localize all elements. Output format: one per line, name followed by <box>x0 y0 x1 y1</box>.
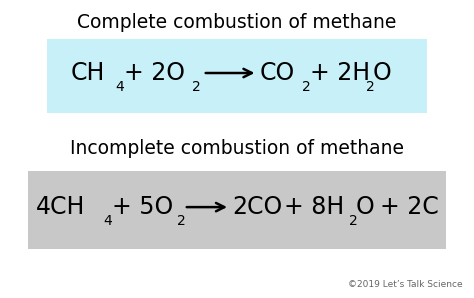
FancyBboxPatch shape <box>28 171 446 249</box>
Text: 2: 2 <box>366 80 374 94</box>
Text: + 8H: + 8H <box>284 195 345 219</box>
Text: CO: CO <box>260 61 295 85</box>
Text: 2: 2 <box>192 80 201 94</box>
Text: ©2019 Let’s Talk Science: ©2019 Let’s Talk Science <box>347 280 462 289</box>
Text: 2: 2 <box>177 215 186 228</box>
Text: Incomplete combustion of methane: Incomplete combustion of methane <box>70 139 404 158</box>
Text: + 5O: + 5O <box>112 195 173 219</box>
Text: + 2H: + 2H <box>310 61 370 85</box>
Text: Complete combustion of methane: Complete combustion of methane <box>77 13 397 32</box>
Text: 4: 4 <box>103 215 112 228</box>
Text: CH: CH <box>71 61 106 85</box>
Text: 2CO: 2CO <box>232 195 283 219</box>
Text: 2: 2 <box>302 80 311 94</box>
Text: O: O <box>356 195 375 219</box>
Text: 4: 4 <box>115 80 124 94</box>
Text: O: O <box>373 61 392 85</box>
Text: 4CH: 4CH <box>36 195 85 219</box>
Text: 2: 2 <box>349 215 358 228</box>
Text: + 2C: + 2C <box>380 195 439 219</box>
FancyBboxPatch shape <box>47 39 427 113</box>
Text: + 2O: + 2O <box>124 61 185 85</box>
